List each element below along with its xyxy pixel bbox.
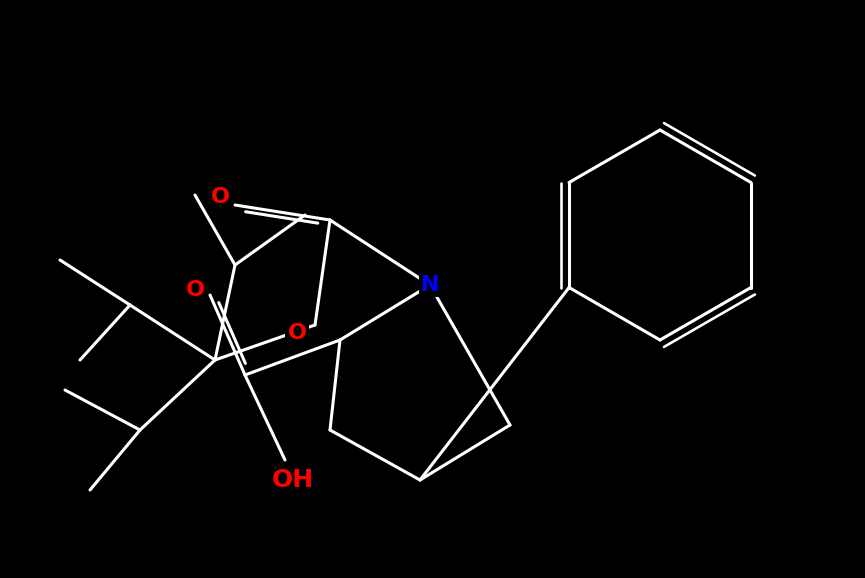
Text: O: O [210,187,229,207]
Text: OH: OH [272,468,314,492]
Text: O: O [287,323,306,343]
Text: N: N [420,275,439,295]
Text: O: O [185,280,204,300]
